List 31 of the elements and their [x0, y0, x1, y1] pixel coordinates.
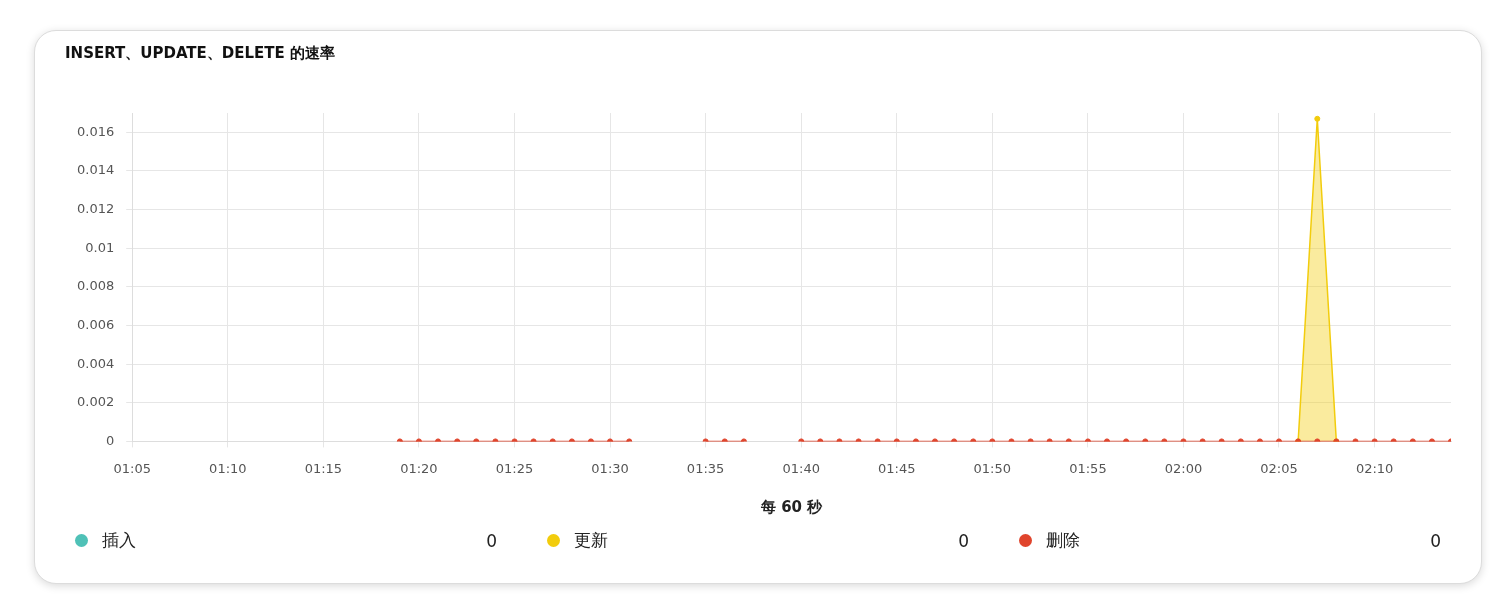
- y-tick-label: 0.002: [77, 394, 115, 410]
- text: 0: [486, 530, 497, 551]
- y-tick-label: 0.014: [77, 162, 115, 178]
- legend-label: 删除: [1046, 529, 1080, 552]
- legend-label: 更新: [574, 529, 608, 552]
- y-tick-label: 0.01: [85, 239, 115, 255]
- x-tick-label: 01:10: [209, 460, 247, 476]
- x-tick-label: 02:10: [1355, 460, 1394, 476]
- x-tick-label: 01:50: [973, 460, 1012, 476]
- x-tick-label: 01:30: [591, 460, 629, 476]
- x-tick-label: 01:15: [304, 460, 343, 476]
- text: 0: [1430, 530, 1441, 551]
- x-tick-label: 01:45: [878, 460, 916, 476]
- y-tick-label: 0.012: [77, 200, 115, 216]
- x-tick-label: 01:05: [113, 460, 151, 476]
- legend-label: 插入: [102, 529, 136, 552]
- chart-title: INSERT、UPDATE、DELETE 的速率: [65, 43, 336, 62]
- y-tick-label: 0.008: [77, 278, 115, 294]
- x-tick-label: 01:35: [686, 460, 725, 476]
- x-tick-label: 01:55: [1069, 460, 1107, 476]
- text: 0: [958, 530, 969, 551]
- y-tick-label: 0: [105, 432, 115, 448]
- x-tick-label: 01:20: [400, 460, 438, 476]
- x-tick-label: 01:25: [495, 460, 534, 476]
- x-tick-label: 02:00: [1164, 460, 1203, 476]
- x-tick-label: 02:05: [1260, 460, 1298, 476]
- y-tick-label: 0.016: [77, 123, 115, 139]
- x-tick-label: 01:40: [782, 460, 820, 476]
- y-tick-label: 0.004: [77, 355, 115, 371]
- x-axis-title: 每 60 秒: [759, 497, 824, 516]
- y-tick-label: 0.006: [77, 316, 115, 332]
